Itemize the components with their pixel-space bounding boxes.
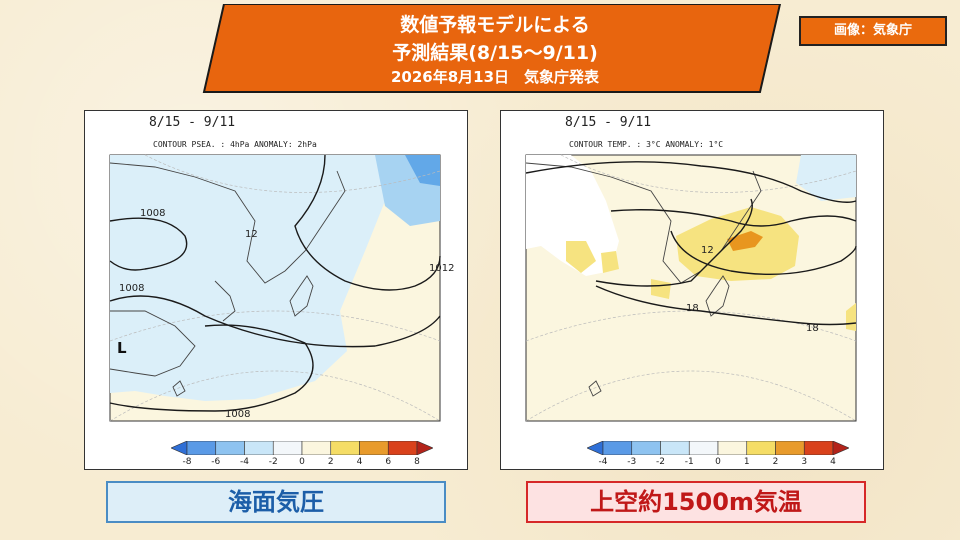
colorbar-ticks: -8 -6 -4 -2 0 2 4 6 8	[171, 457, 433, 469]
title-banner-shape	[202, 4, 782, 93]
colorbar-segment	[215, 441, 245, 455]
isobar-label-1012: 1012	[429, 263, 454, 274]
colorbar-tick-label: -4	[598, 457, 608, 467]
isotherm-label-18-a: 18	[686, 303, 699, 314]
map-period-label: 8/15 - 9/11	[149, 115, 236, 130]
colorbar-tick-label: -1	[684, 457, 694, 467]
colorbar-tick-label: -2	[656, 457, 665, 467]
colorbar-segment	[660, 441, 690, 455]
image-credit: 画像：気象庁	[799, 16, 947, 46]
colorbar-tick-label: 3	[801, 457, 808, 467]
colorbar-tick-label: -2	[268, 457, 278, 467]
colorbar-tick-label: -6	[211, 457, 221, 467]
temperature-caption: 上空約1500m気温	[526, 481, 866, 523]
colorbar-segment	[387, 441, 418, 455]
colorbar-segment	[359, 441, 389, 455]
colorbar-ticks: -4 -3 -2 -1 0 1 2 3 4	[587, 457, 849, 469]
colorbar-segment	[602, 441, 633, 455]
pressure-center-label: 12	[245, 229, 258, 240]
colorbar-tick-label: -3	[627, 457, 637, 467]
colorbar-tick-label: 4	[356, 457, 363, 467]
colorbar-tick-label: 2	[327, 457, 334, 467]
title-line-2: 予測結果(8/15～9/11)	[392, 42, 598, 64]
isobar-label-1008-b: 1008	[119, 283, 144, 294]
colorbar-arrow-low	[171, 441, 188, 455]
colorbar-tick-label: 4	[830, 457, 836, 467]
contour-info: CONTOUR PSEA. : 4hPa ANOMALY: 2hPa	[153, 140, 317, 149]
colorbar-segment	[631, 441, 661, 455]
colorbar-segment	[272, 441, 303, 455]
colorbar-tick-label: 0	[715, 457, 721, 467]
sea-pressure-map: 1008 1008 1008 1012 12 L	[109, 154, 454, 422]
colorbar-segment	[244, 441, 274, 455]
isobar-label-1008-a: 1008	[140, 208, 165, 219]
colorbar	[587, 441, 849, 455]
colorbar-segment	[775, 441, 805, 455]
colorbar-graphic	[171, 441, 433, 455]
colorbar-arrow-high	[416, 441, 433, 455]
colorbar-tick-label: 8	[414, 457, 420, 467]
low-pressure-marker: L	[117, 339, 127, 357]
colorbar-tick-label: 6	[385, 457, 392, 467]
map-panel-sea-pressure: 1008 1008 1008 1012 12 L 8/15 - 9/11 CON…	[84, 110, 468, 470]
isotherm-label-18-b: 18	[806, 323, 819, 334]
colorbar	[171, 441, 433, 455]
map-panel-temperature: 12 18 18 8/15 - 9/11 CONTOUR TEMP. : 3°C…	[500, 110, 884, 470]
title-line-1: 数値予報モデルによる	[400, 14, 590, 36]
colorbar-tick-label: 2	[772, 457, 779, 467]
colorbar-segment	[688, 441, 719, 455]
colorbar-segment	[803, 441, 834, 455]
colorbar-tick-label: -4	[240, 457, 249, 467]
colorbar-segment	[301, 441, 332, 455]
isobar-label-1008-c: 1008	[225, 409, 250, 420]
contour-info: CONTOUR TEMP. : 3°C ANOMALY: 1°C	[569, 140, 724, 149]
colorbar-arrow-high	[832, 441, 849, 455]
colorbar-segment	[186, 441, 217, 455]
colorbar-tick-label: -8	[182, 457, 192, 467]
colorbar-arrow-low	[587, 441, 604, 455]
title-banner: 数値予報モデルによる 予測結果(8/15～9/11) 2026年8月13日 気象…	[200, 4, 790, 94]
colorbar-segment	[717, 441, 748, 455]
isotherm-label-12: 12	[701, 245, 714, 256]
colorbar-graphic	[587, 441, 849, 455]
sea-pressure-caption: 海面気圧	[106, 481, 446, 523]
colorbar-tick-label: 1	[743, 457, 750, 467]
title-line-3: 2026年8月13日 気象庁発表	[390, 68, 600, 86]
colorbar-segment	[746, 441, 776, 455]
map-period-label: 8/15 - 9/11	[565, 115, 652, 130]
temperature-map: 12 18 18	[525, 154, 857, 422]
colorbar-tick-label: 0	[299, 457, 305, 467]
colorbar-segment	[330, 441, 360, 455]
